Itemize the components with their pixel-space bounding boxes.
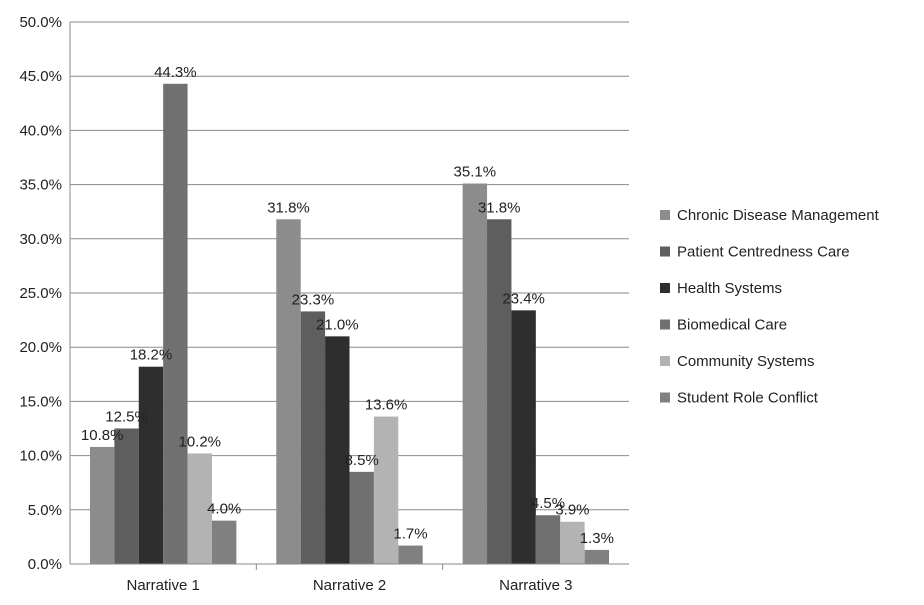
- bar: [349, 471, 374, 564]
- y-tick-label: 5.0%: [28, 502, 62, 519]
- y-tick-label: 10.0%: [19, 448, 62, 465]
- category-label: Narrative 2: [313, 577, 386, 594]
- legend-swatch: [660, 356, 670, 366]
- bar: [535, 515, 561, 564]
- y-tick-label: 30.0%: [19, 231, 62, 248]
- y-tick-label: 15.0%: [19, 393, 62, 410]
- legend-label: Community Systems: [677, 353, 815, 370]
- legend-label: Chronic Disease Management: [677, 207, 880, 224]
- y-tick-label: 35.0%: [19, 177, 62, 194]
- bar: [89, 446, 115, 564]
- legend-swatch: [660, 319, 670, 330]
- data-label: 3.9%: [555, 502, 589, 519]
- legend-label: Biomedical Care: [677, 317, 787, 334]
- data-label: 13.6%: [365, 397, 408, 414]
- bar: [584, 549, 610, 564]
- bars: [89, 83, 610, 565]
- data-label: 12.5%: [105, 409, 148, 426]
- data-label: 23.3%: [292, 291, 335, 308]
- data-label: 10.2%: [178, 433, 221, 450]
- bar: [560, 521, 585, 564]
- legend-label: Health Systems: [677, 280, 782, 297]
- y-axis-tick-labels: 0.0% 5.0% 10.0% 15.0% 20.0% 25.0% 30.0% 35.0% 40…: [19, 14, 62, 573]
- bar: [187, 453, 212, 564]
- data-label: 1.7%: [393, 526, 427, 543]
- bar: [300, 311, 326, 564]
- y-tick-label: 0.0%: [28, 556, 62, 573]
- bar: [462, 183, 488, 565]
- bar: [373, 416, 399, 564]
- bar: [487, 219, 512, 564]
- data-label: 18.2%: [130, 347, 173, 364]
- legend-swatch: [660, 210, 670, 220]
- bar: [163, 83, 188, 565]
- data-label: 35.1%: [454, 164, 497, 181]
- data-label: 1.3%: [580, 530, 614, 547]
- data-label: 4.0%: [207, 501, 241, 518]
- legend: Chronic Disease Management Patient Centre…: [660, 207, 880, 407]
- data-label: 4.5%: [531, 495, 565, 512]
- data-label: 21.0%: [316, 316, 359, 333]
- bar: [276, 219, 301, 564]
- axes: [69, 22, 629, 570]
- y-tick-label: 50.0%: [19, 14, 62, 31]
- data-label: 10.8%: [81, 427, 124, 444]
- legend-swatch: [660, 246, 670, 257]
- x-axis-category-labels: Narrative 1 Narrative 2 Narrative 3: [126, 577, 572, 594]
- legend-label: Student Role Conflict: [677, 390, 819, 407]
- legend-swatch: [660, 392, 670, 403]
- data-label: 23.4%: [502, 290, 545, 307]
- y-tick-label: 20.0%: [19, 339, 62, 356]
- bar: [325, 336, 350, 564]
- bar: [211, 520, 237, 564]
- bar: [511, 310, 536, 564]
- y-tick-label: 25.0%: [19, 285, 62, 302]
- bar: [114, 428, 139, 564]
- data-label: 31.8%: [267, 199, 310, 216]
- y-tick-label: 45.0%: [19, 68, 62, 85]
- category-label: Narrative 3: [499, 577, 572, 594]
- data-label: 31.8%: [478, 199, 521, 216]
- data-labels: 10.8%12.5% 18.2% 44.3% 10.2% 4.0% 31.8% 23.3% 2…: [81, 64, 614, 547]
- bar: [398, 545, 423, 564]
- legend-label: Patient Centredness Care: [677, 244, 850, 261]
- data-label: 44.3%: [154, 64, 197, 81]
- y-tick-label: 40.0%: [19, 122, 62, 139]
- category-label: Narrative 1: [126, 577, 199, 594]
- legend-swatch: [660, 283, 670, 293]
- bar: [138, 366, 164, 564]
- data-label: 8.5%: [345, 452, 379, 469]
